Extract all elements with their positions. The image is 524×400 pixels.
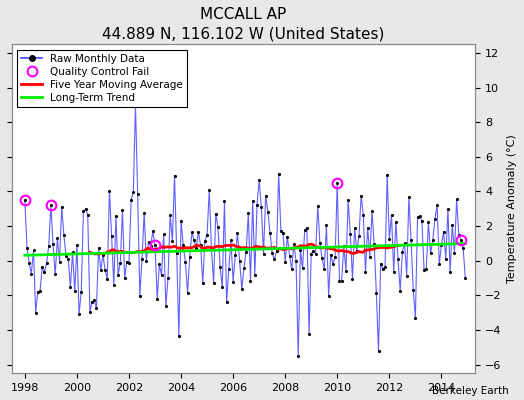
Y-axis label: Temperature Anomaly (°C): Temperature Anomaly (°C) (507, 134, 517, 283)
Title: MCCALL AP
44.889 N, 116.102 W (United States): MCCALL AP 44.889 N, 116.102 W (United St… (102, 7, 385, 42)
Text: Berkeley Earth: Berkeley Earth (432, 386, 508, 396)
Legend: Raw Monthly Data, Quality Control Fail, Five Year Moving Average, Long-Term Tren: Raw Monthly Data, Quality Control Fail, … (17, 50, 187, 107)
